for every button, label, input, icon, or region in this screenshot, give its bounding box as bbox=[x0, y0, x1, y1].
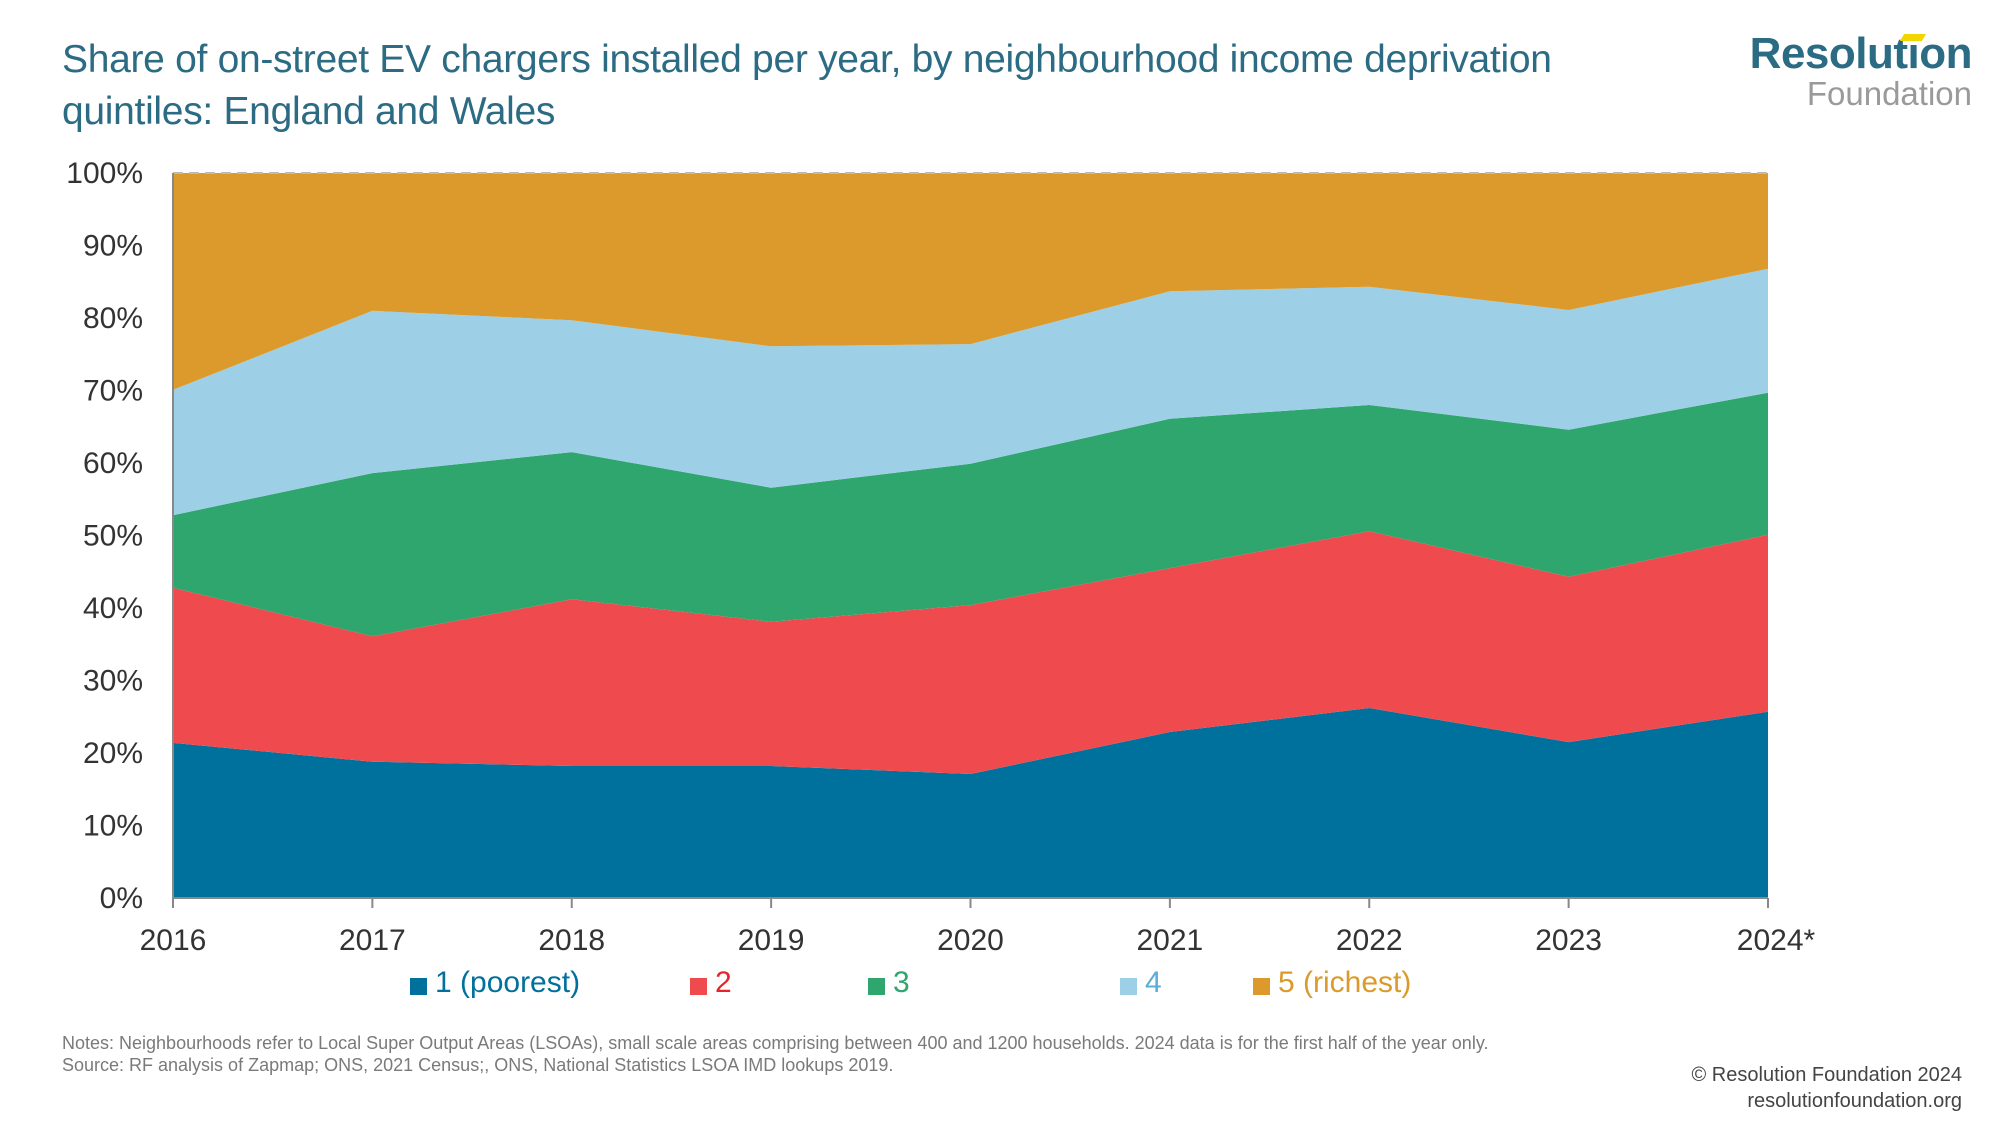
y-tick-label: 50% bbox=[83, 520, 143, 553]
legend-swatch-icon bbox=[690, 977, 707, 995]
legend-item-quintile-4: 4 bbox=[1120, 966, 1162, 1000]
source-text: Source: RF analysis of Zapmap; ONS, 2021… bbox=[62, 1055, 894, 1075]
legend-swatch-icon bbox=[1253, 977, 1270, 995]
x-tick-label: 2024* bbox=[1737, 924, 1816, 957]
x-tick-label: 2021 bbox=[1137, 924, 1204, 957]
y-tick-label: 30% bbox=[83, 665, 143, 698]
y-tick-label: 10% bbox=[83, 810, 143, 843]
legend-label: 5 (richest) bbox=[1278, 966, 1412, 999]
legend-label: 4 bbox=[1145, 966, 1162, 999]
x-tick-label: 2020 bbox=[937, 924, 1004, 957]
x-tick-label: 2022 bbox=[1336, 924, 1403, 957]
area-series-1 bbox=[173, 708, 1768, 898]
y-axis-ticks: 0% 10% 20% 30% 40% 50% 60% 70% 80% 90% 100% bbox=[66, 157, 143, 915]
y-tick-label: 60% bbox=[83, 447, 143, 480]
area-series-2 bbox=[173, 531, 1768, 774]
legend: 1 (poorest) 2 3 4 5 (richest) bbox=[0, 966, 2000, 1006]
logo-wordmark-top: Resolution bbox=[1749, 29, 1973, 78]
y-tick-label: 20% bbox=[83, 737, 143, 770]
y-tick-label: 0% bbox=[100, 882, 143, 915]
legend-swatch-icon bbox=[868, 977, 885, 995]
chart-title: Share of on-street EV chargers installed… bbox=[62, 38, 1552, 133]
logo-top-text: Resolution bbox=[1749, 29, 1973, 78]
legend-label: 1 (poorest) bbox=[435, 966, 581, 999]
legend-swatch-icon bbox=[410, 977, 427, 995]
area-series-5 bbox=[173, 173, 1768, 390]
x-tick-label: 2023 bbox=[1535, 924, 1602, 957]
website-link[interactable]: resolutionfoundation.org bbox=[1747, 1090, 1962, 1112]
x-tick-label: 2017 bbox=[339, 924, 406, 957]
x-tick-label: 2019 bbox=[738, 924, 805, 957]
x-tick-label: 2018 bbox=[538, 924, 605, 957]
notes-text: Notes: Neighbourhoods refer to Local Sup… bbox=[62, 1033, 1489, 1053]
legend-item-quintile-2: 2 bbox=[690, 966, 732, 1000]
legend-item-quintile-3: 3 bbox=[868, 966, 910, 1000]
legend-swatch-icon bbox=[1120, 977, 1137, 995]
footnotes: Notes: Neighbourhoods refer to Local Sup… bbox=[62, 1032, 1662, 1076]
area-series-4 bbox=[173, 268, 1768, 516]
y-tick-label: 80% bbox=[83, 302, 143, 335]
y-tick-label: 100% bbox=[66, 157, 143, 190]
legend-label: 3 bbox=[893, 966, 910, 999]
area-layers bbox=[173, 173, 1768, 898]
legend-label: 2 bbox=[715, 966, 732, 999]
legend-item-quintile-1: 1 (poorest) bbox=[410, 966, 580, 1000]
copyright-text: © Resolution Foundation 2024 bbox=[1691, 1064, 1962, 1086]
y-tick-label: 40% bbox=[83, 592, 143, 625]
x-axis-ticks: 2016 2017 2018 2019 2020 2021 2022 2023 2024* bbox=[140, 898, 1816, 957]
y-tick-label: 70% bbox=[83, 375, 143, 408]
logo-wordmark-bottom: Foundation bbox=[1806, 75, 1972, 112]
copyright-block: © Resolution Foundation 2024 resolutionf… bbox=[1692, 1062, 1962, 1114]
x-tick-label: 2016 bbox=[140, 924, 207, 957]
resolution-foundation-logo: Resolution Foundation bbox=[1749, 29, 1973, 112]
y-tick-label: 90% bbox=[83, 230, 143, 263]
legend-item-quintile-5: 5 (richest) bbox=[1253, 966, 1411, 1000]
area-series-3 bbox=[173, 392, 1768, 637]
